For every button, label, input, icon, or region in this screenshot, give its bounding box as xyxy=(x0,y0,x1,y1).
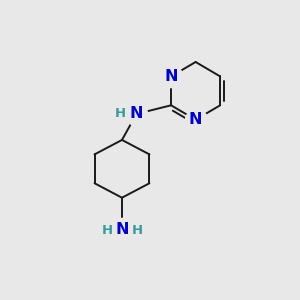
Text: N: N xyxy=(189,112,202,127)
Text: H: H xyxy=(115,106,126,120)
Text: N: N xyxy=(164,69,178,84)
Text: N: N xyxy=(115,222,129,237)
Text: N: N xyxy=(130,106,143,122)
Text: H: H xyxy=(101,224,112,237)
Text: H: H xyxy=(131,224,142,237)
